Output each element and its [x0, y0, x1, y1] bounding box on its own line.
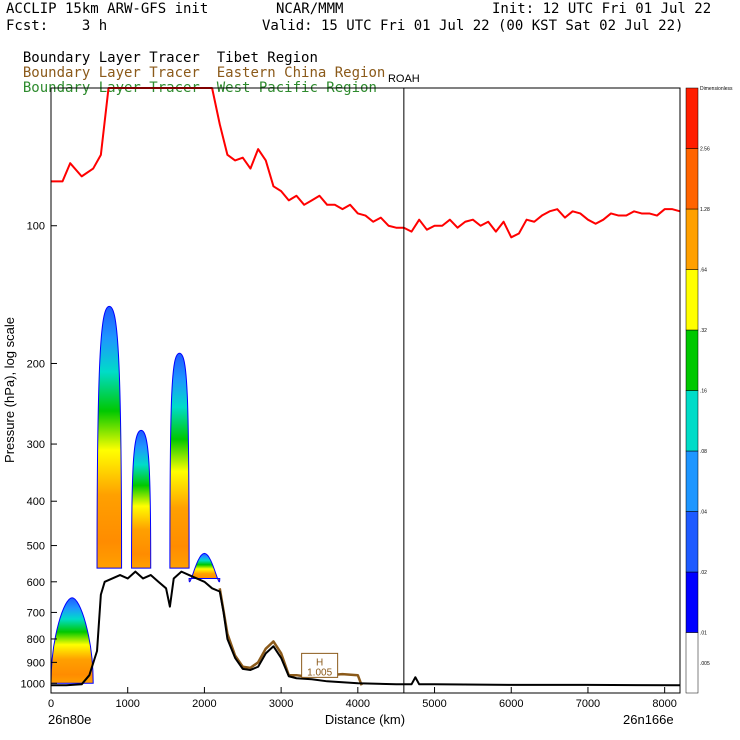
- colorbar-label: .64: [700, 268, 707, 274]
- tracer-plume: [131, 429, 152, 569]
- forecast-hour: Fcst: 3 h: [6, 18, 108, 34]
- colorbar-segment: [685, 269, 699, 331]
- tracer-plume: [96, 305, 123, 569]
- x-axis-label: Distance (km): [325, 712, 405, 727]
- tracer-plume: [188, 552, 221, 583]
- x-tick-label: 8000: [652, 698, 676, 710]
- x-tick-label: 1000: [115, 698, 139, 710]
- colorbar-segment: [685, 329, 699, 391]
- y-tick-label: 1000: [21, 678, 45, 690]
- x-left-location: 26n80e: [48, 712, 91, 727]
- y-tick-label: 400: [27, 496, 45, 508]
- colorbar-segment: [685, 571, 699, 633]
- legend-eastern-china-region: Eastern China Region: [216, 65, 386, 81]
- legend-eastern-china-name: Boundary Layer Tracer: [22, 65, 200, 81]
- legend-tibet: Boundary Layer Tracer Tibet Region: [6, 36, 318, 66]
- colorbar-segment: [685, 390, 699, 452]
- x-tick-label: 7000: [576, 698, 600, 710]
- colorbar-segment: [685, 450, 699, 512]
- y-axis-label: Pressure (hPa), log scale: [2, 317, 17, 463]
- legend-eastern-china: Boundary Layer Tracer Eastern China Regi…: [6, 51, 385, 81]
- h-box: [301, 652, 339, 678]
- model-title: ACCLIP 15km ARW-GFS init: [6, 1, 209, 17]
- y-tick-label: 900: [27, 657, 45, 669]
- y-tick-label: 200: [27, 358, 45, 370]
- colorbar-label: 2.56: [700, 147, 710, 153]
- eastern-china-tracer-line: [218, 588, 363, 686]
- roah-label: ROAH: [388, 73, 420, 85]
- y-tick-label: 100: [27, 221, 45, 233]
- tracer-plume: [169, 352, 190, 569]
- colorbar-segment: [685, 208, 699, 270]
- y-tick-label: 700: [27, 607, 45, 619]
- y-tick-label: 500: [27, 541, 45, 553]
- h-label: H1.005: [301, 652, 339, 678]
- org-label: NCAR/MMM: [276, 1, 344, 17]
- y-tick-label: 600: [27, 577, 45, 589]
- x-tick-label: 4000: [346, 698, 370, 710]
- colorbar-label: .02: [700, 570, 707, 576]
- roah-marker: ROAH: [388, 73, 420, 693]
- y-tick-label: 800: [27, 634, 45, 646]
- colorbar-label: .005: [700, 661, 710, 667]
- colorbar-label: 1.28: [700, 207, 710, 213]
- valid-time: Valid: 15 UTC Fri 01 Jul 22 (00 KST Sat …: [262, 18, 684, 34]
- h-letter: H: [316, 657, 323, 668]
- colorbar-segment: [685, 511, 699, 573]
- colorbar-label: .32: [700, 328, 707, 334]
- h-value: 1.005: [307, 667, 332, 678]
- x-right-location: 26n166e: [623, 712, 674, 727]
- tropopause-line: [51, 87, 681, 239]
- colorbar-segment: [685, 148, 699, 210]
- colorbar-label: Dimensionless: [700, 86, 733, 92]
- colorbar-label: .01: [700, 631, 707, 637]
- colorbar-label: .16: [700, 389, 707, 395]
- colorbar-label: .08: [700, 449, 707, 455]
- plot-frame: [50, 87, 681, 694]
- terrain-line: [51, 570, 681, 687]
- x-tick-label: 3000: [269, 698, 293, 710]
- colorbar-segment: [685, 87, 699, 149]
- data-lines: [51, 87, 681, 687]
- x-tick-label: 2000: [192, 698, 216, 710]
- tracer-plume: [50, 597, 94, 684]
- legend-tibet-name: Boundary Layer Tracer: [22, 50, 200, 66]
- init-time: Init: 12 UTC Fri 01 Jul 22: [492, 1, 712, 17]
- legend-tibet-region: Tibet Region: [216, 50, 318, 66]
- y-tick-label: 300: [27, 439, 45, 451]
- x-tick-label: 0: [48, 698, 54, 710]
- x-tick-label: 5000: [422, 698, 446, 710]
- tracer-plumes: [50, 305, 221, 684]
- axes: 0 1000 2000 3000 4000 5000 6000 7000 80001002003…: [21, 221, 677, 710]
- colorbar-segment: [685, 632, 699, 694]
- colorbar-label: .04: [700, 510, 707, 516]
- colorbar: .005 .01 .02 .04 .08 .16 .32 .64 1.28 2.56 Dimensi…: [685, 86, 733, 694]
- x-tick-label: 6000: [499, 698, 523, 710]
